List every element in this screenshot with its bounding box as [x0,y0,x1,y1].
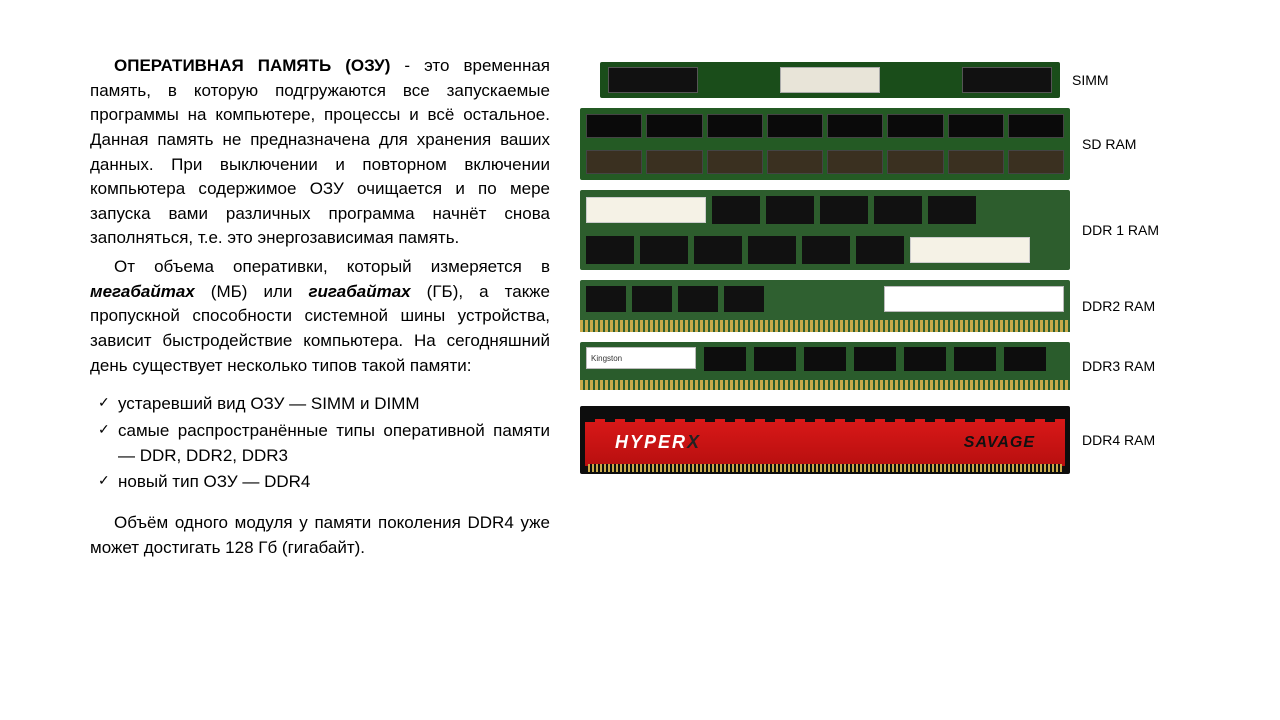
simm-module [600,62,1060,98]
ddr4-module: HYPERX SAVAGE [580,406,1070,474]
paragraph-2: От объема оперативки, который измеряется… [90,255,550,378]
ddr1-module [580,190,1070,270]
sticker-icon [884,286,1064,312]
sticker-icon: Kingston [586,347,696,369]
chip-icon [948,150,1004,174]
chip-icon [1004,347,1046,371]
chip-icon [962,67,1052,93]
chip-icon [586,236,634,264]
label-ddr1: DDR 1 RAM [1082,222,1167,238]
ram-row-ddr1: DDR 1 RAM [580,190,1250,270]
p2-em1: мегабайтах [90,282,195,301]
chip-icon [766,196,814,224]
gold-pins-icon [588,464,1062,472]
bullet-item: самые распространённые типы оперативной … [90,419,550,468]
chip-icon [586,286,626,312]
ddr4-heatspreader: HYPERX SAVAGE [585,414,1065,466]
sticker-icon [586,197,706,223]
chip-icon [874,196,922,224]
p2-pre: От объема оперативки, который измеряется… [114,257,550,276]
chip-icon [954,347,996,371]
chip-icon [948,114,1004,138]
chip-icon [608,67,698,93]
chip-icon [854,347,896,371]
chip-icon [754,347,796,371]
sdram-module [580,108,1070,180]
chip-icon [646,114,702,138]
chip-icon [827,150,883,174]
ram-row-ddr3: Kingston DDR3 RAM [580,342,1250,390]
ddr4-brand-left: HYPERX [615,432,701,453]
gold-pins-icon [580,380,1070,390]
paragraph-3: Объём одного модуля у памяти поколения D… [90,511,550,560]
chip-icon [707,114,763,138]
label-ddr3: DDR3 RAM [1082,358,1167,374]
label-simm: SIMM [1072,72,1157,88]
ram-row-ddr2: DDR2 RAM [580,280,1250,332]
label-ddr4: DDR4 RAM [1082,432,1167,448]
bullet-item: новый тип ОЗУ — DDR4 [90,470,550,495]
chip-icon [767,114,823,138]
chip-icon [586,150,642,174]
chip-icon [694,236,742,264]
label-ddr2: DDR2 RAM [1082,298,1167,314]
ddr3-module: Kingston [580,342,1070,390]
chip-icon [678,286,718,312]
ddr4-brand-right: SAVAGE [964,434,1035,452]
chip-icon [887,114,943,138]
bullet-list: устаревший вид ОЗУ — SIMM и DIMM самые р… [90,392,550,495]
brand-x: X [687,432,701,452]
paragraph-1: ОПЕРАТИВНАЯ ПАМЯТЬ (ОЗУ) - это временная… [90,54,550,251]
ram-row-ddr4: HYPERX SAVAGE DDR4 RAM [580,406,1250,474]
ddr2-module [580,280,1070,332]
slide-page: ОПЕРАТИВНАЯ ПАМЯТЬ (ОЗУ) - это временная… [0,0,1280,720]
chip-icon [640,236,688,264]
brand-hyper: HYPER [615,432,687,452]
text-column: ОПЕРАТИВНАЯ ПАМЯТЬ (ОЗУ) - это временная… [90,54,550,680]
bullet-item: устаревший вид ОЗУ — SIMM и DIMM [90,392,550,417]
chip-icon [780,67,880,93]
chip-icon [804,347,846,371]
chip-icon [707,150,763,174]
chip-icon [928,196,976,224]
chip-icon [748,236,796,264]
chip-icon [1008,114,1064,138]
chip-icon [724,286,764,312]
ram-row-simm: SIMM [580,62,1250,98]
p2-em2: гигабайтах [308,282,410,301]
gold-pins-icon [580,320,1070,332]
chip-icon [887,150,943,174]
chip-icon [827,114,883,138]
p1-body: - это временная память, в которую подгру… [90,56,550,247]
chip-icon [802,236,850,264]
label-sdram: SD RAM [1082,136,1167,152]
chip-icon [712,196,760,224]
chip-icon [1008,150,1064,174]
ram-row-sdram: SD RAM [580,108,1250,180]
p2-mid1: (МБ) или [195,282,309,301]
chip-icon [586,114,642,138]
sticker-icon [910,237,1030,263]
chip-icon [632,286,672,312]
chip-icon [856,236,904,264]
ram-illustration-column: SIMM SD RAM [580,54,1250,680]
chip-icon [767,150,823,174]
chip-icon [820,196,868,224]
chip-icon [704,347,746,371]
chip-icon [904,347,946,371]
title-span: ОПЕРАТИВНАЯ ПАМЯТЬ (ОЗУ) [114,56,390,75]
chip-icon [646,150,702,174]
